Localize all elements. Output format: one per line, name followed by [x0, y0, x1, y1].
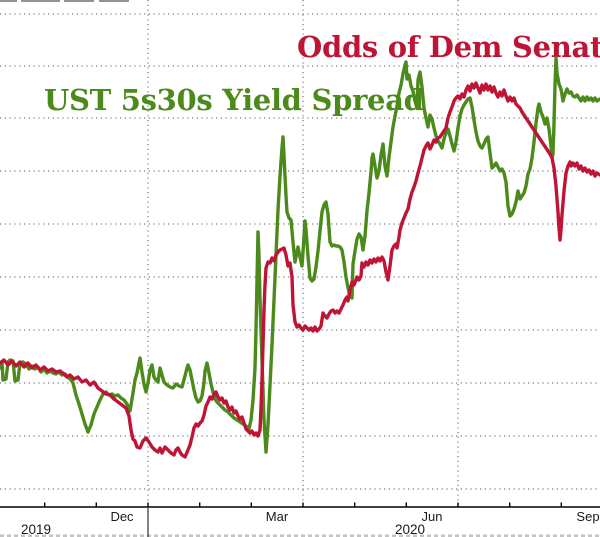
year-label-2019: 2019 — [20, 522, 52, 537]
dem-senate-odds-line — [0, 81, 600, 459]
year-label-2020: 2020 — [394, 522, 426, 537]
month-label-jun: Jun — [421, 509, 443, 524]
month-label-sep: Sep — [576, 509, 600, 524]
top-crop-artifact — [0, 0, 17, 2]
top-crop-artifact — [64, 0, 94, 2]
ust-5s30s-line — [0, 56, 600, 454]
month-label-mar: Mar — [265, 509, 289, 524]
top-crop-artifact — [21, 0, 60, 2]
dem-senate-odds-title: Odds of Dem Senate — [297, 30, 600, 64]
ust-5s30s-title: UST 5s30s Yield Spread — [44, 83, 424, 117]
top-crop-artifact — [99, 0, 129, 2]
month-label-dec: Dec — [110, 509, 134, 524]
